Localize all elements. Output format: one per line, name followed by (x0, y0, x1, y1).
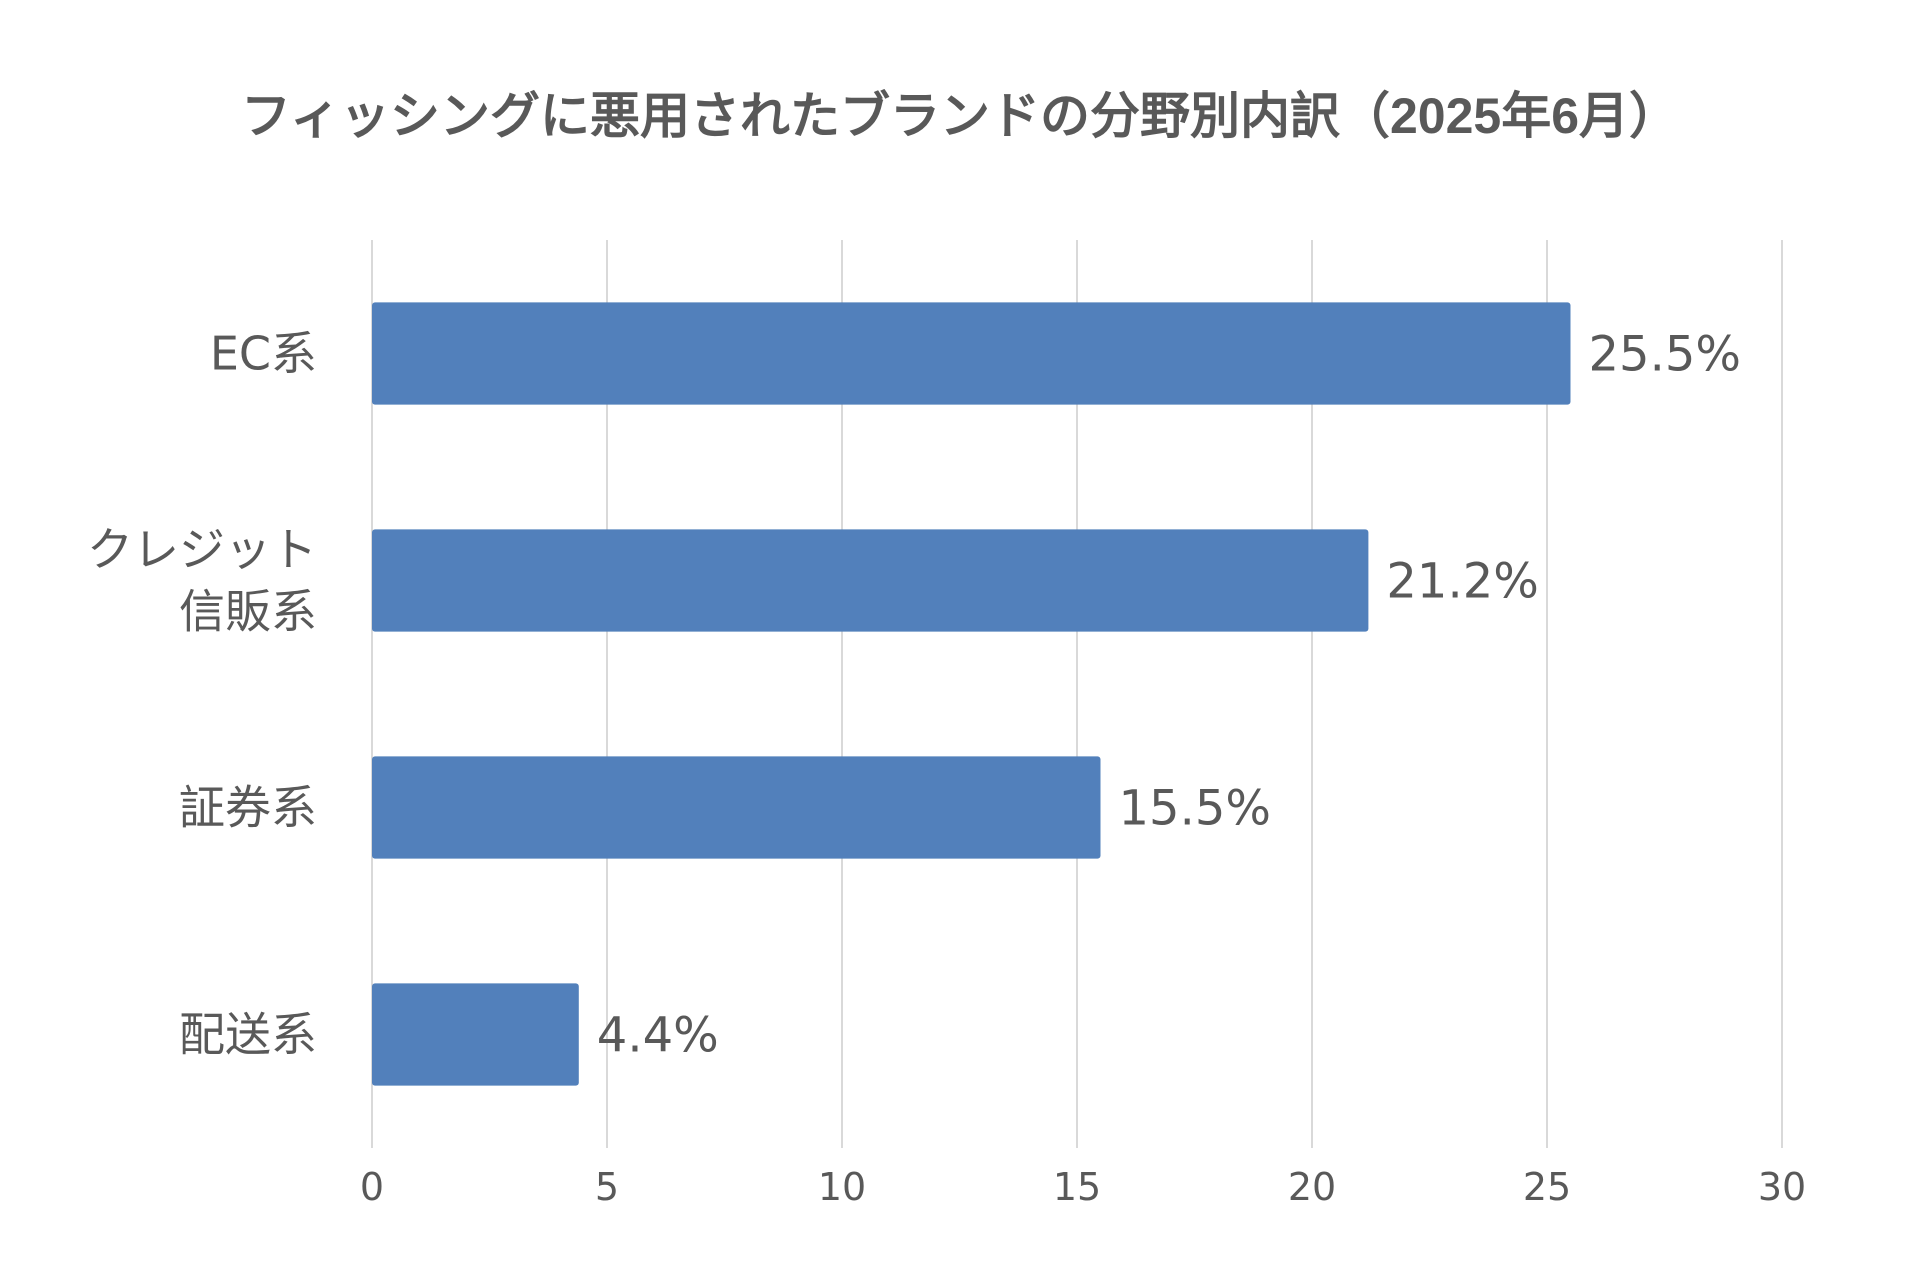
category-label-3: 配送系 (179, 1008, 317, 1062)
x-tick-label-30: 30 (1758, 1165, 1806, 1209)
x-axis-tick-labels: 0 5 10 15 20 25 30 (360, 1165, 1806, 1209)
x-tick-label-20: 20 (1288, 1165, 1336, 1209)
data-label-0: 25.5% (1589, 327, 1741, 383)
data-label-1: 21.2% (1386, 554, 1538, 610)
category-label-0: EC系 (210, 327, 317, 381)
category-label-1: クレジット信販系 (87, 523, 317, 639)
x-tick-label-15: 15 (1053, 1165, 1101, 1209)
bar-0 (372, 302, 1571, 405)
data-label-2: 15.5% (1119, 781, 1271, 837)
data-label-3: 4.4% (597, 1008, 719, 1064)
x-tick-label-25: 25 (1523, 1165, 1571, 1209)
bar-1 (372, 529, 1369, 632)
bar-2 (372, 756, 1101, 859)
chart-title: フィッシングに悪用されたブランドの分野別内訳（2025年6月） (241, 88, 1679, 144)
x-tick-label-5: 5 (595, 1165, 619, 1209)
x-tick-label-0: 0 (360, 1165, 384, 1209)
bar-3 (372, 983, 579, 1086)
x-tick-label-10: 10 (818, 1165, 866, 1209)
data-labels: 25.5% 21.2% 15.5% 4.4% (597, 327, 1741, 1064)
category-label-2: 証券系 (179, 781, 317, 835)
bars (372, 302, 1571, 1086)
